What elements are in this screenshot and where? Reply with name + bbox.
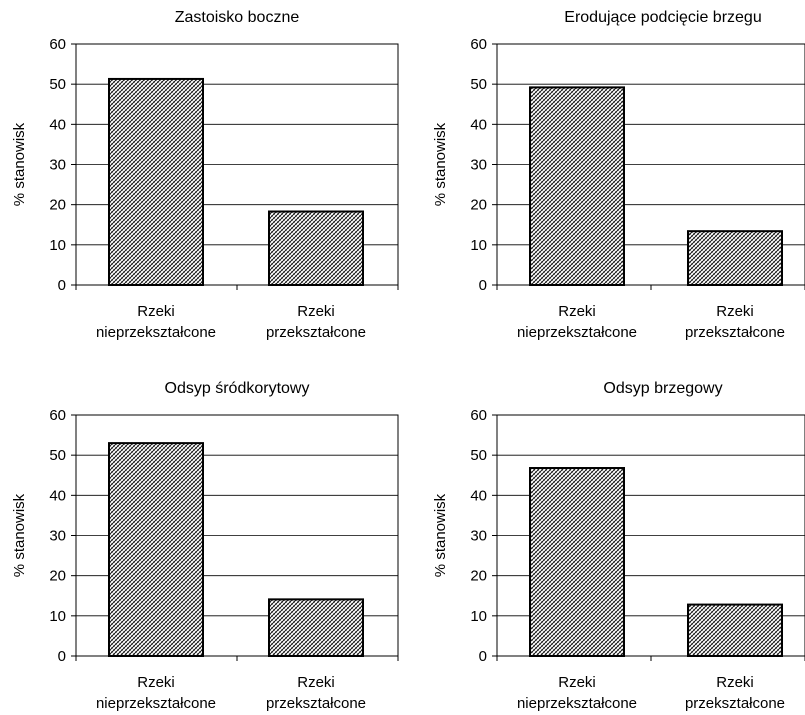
bar: [529, 86, 625, 286]
y-tick-label: 40: [470, 487, 487, 504]
bar: [108, 442, 204, 657]
x-category-label: Rzeki: [558, 303, 596, 320]
y-axis-label: % stanowisk: [432, 122, 449, 206]
y-tick-label: 0: [58, 277, 66, 294]
y-tick-label: 20: [470, 568, 487, 585]
y-tick-label: 20: [49, 197, 66, 214]
y-axis-label: % stanowisk: [432, 493, 449, 577]
chart-title: Zastoisko boczne: [175, 9, 300, 26]
y-tick-label: 20: [470, 197, 487, 214]
y-tick-label: 50: [470, 447, 487, 464]
x-category-label: przekształcone: [266, 324, 366, 341]
bar: [529, 467, 625, 657]
y-tick-label: 30: [470, 528, 487, 545]
x-category-label: Rzeki: [137, 303, 175, 320]
y-tick-label: 60: [49, 36, 66, 53]
x-category-label: przekształcone: [266, 695, 366, 712]
y-tick-label: 40: [49, 116, 66, 133]
chart-title: Odsyp śródkorytowy: [165, 380, 310, 397]
x-category-label: Rzeki: [558, 674, 596, 691]
y-tick-label: 40: [470, 116, 487, 133]
y-axis-label: % stanowisk: [11, 122, 28, 206]
bar: [268, 210, 364, 286]
x-category-label: przekształcone: [685, 324, 785, 341]
x-category-label: nieprzekształcone: [517, 695, 637, 712]
x-category-label: Rzeki: [137, 674, 175, 691]
bar: [687, 230, 783, 286]
x-category-label: przekształcone: [685, 695, 785, 712]
x-category-label: nieprzekształcone: [517, 324, 637, 341]
y-tick-label: 10: [470, 237, 487, 254]
y-tick-label: 10: [49, 608, 66, 625]
x-category-label: nieprzekształcone: [96, 324, 216, 341]
y-tick-label: 40: [49, 487, 66, 504]
x-category-label: Rzeki: [716, 303, 754, 320]
y-tick-label: 60: [470, 407, 487, 424]
y-tick-label: 50: [470, 76, 487, 93]
chart-title: Odsyp brzegowy: [603, 380, 722, 397]
y-tick-label: 0: [479, 277, 487, 294]
y-tick-label: 30: [470, 157, 487, 174]
x-category-label: Rzeki: [297, 303, 335, 320]
y-tick-label: 20: [49, 568, 66, 585]
y-tick-label: 30: [49, 528, 66, 545]
y-tick-label: 0: [479, 648, 487, 665]
chart-title: Erodujące podcięcie brzegu: [564, 9, 761, 26]
y-tick-label: 50: [49, 447, 66, 464]
y-tick-label: 60: [49, 407, 66, 424]
x-category-label: nieprzekształcone: [96, 695, 216, 712]
x-category-label: Rzeki: [297, 674, 335, 691]
x-category-label: Rzeki: [716, 674, 754, 691]
y-tick-label: 50: [49, 76, 66, 93]
bar: [108, 77, 204, 286]
y-axis-label: % stanowisk: [11, 493, 28, 577]
bar: [268, 598, 364, 657]
bar: [687, 603, 783, 658]
y-tick-label: 0: [58, 648, 66, 665]
y-tick-label: 10: [49, 237, 66, 254]
y-tick-label: 10: [470, 608, 487, 625]
y-tick-label: 60: [470, 36, 487, 53]
y-tick-label: 30: [49, 157, 66, 174]
